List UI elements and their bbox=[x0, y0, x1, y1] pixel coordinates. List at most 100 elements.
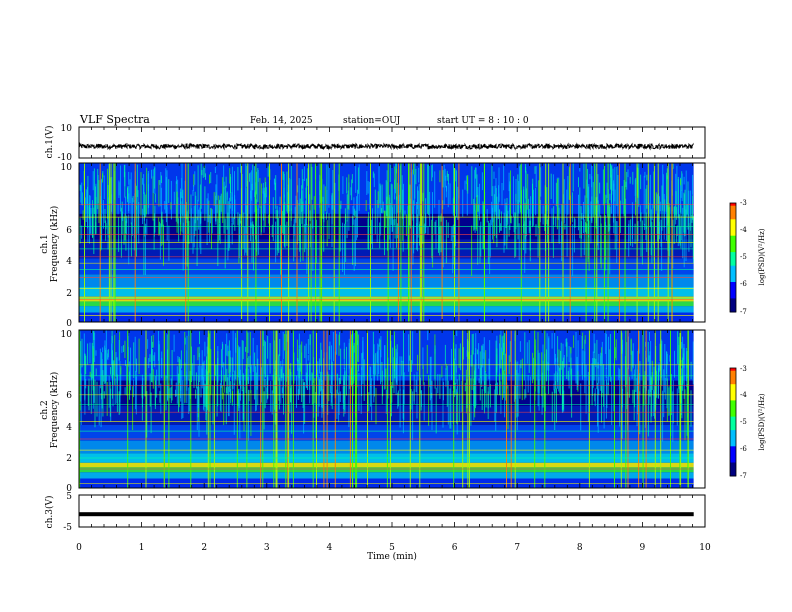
cb1-swatch bbox=[730, 227, 736, 231]
ch2-spectrogram-image bbox=[79, 330, 705, 488]
cb1-swatch bbox=[730, 262, 736, 267]
spec1-band-2 bbox=[79, 301, 694, 307]
ch2-ytick-0: 0 bbox=[66, 484, 72, 494]
xtick-label-8: 8 bbox=[577, 543, 583, 553]
spec1-band-4 bbox=[79, 287, 694, 297]
cb2-swatch bbox=[730, 449, 736, 453]
cb1-swatch bbox=[730, 211, 736, 215]
cb2-swatch bbox=[730, 397, 736, 401]
cb1-swatch bbox=[730, 282, 736, 286]
cb2-swatch bbox=[730, 430, 736, 434]
ch1-waveform-panel: 10 -10 ch.1(V) bbox=[44, 124, 706, 163]
ch2-cbar-tick-m4: -4 bbox=[740, 391, 747, 399]
cb2-swatch bbox=[730, 403, 736, 407]
ch1-spectrogram-image bbox=[78, 163, 705, 322]
ch2-cbar-tick-m5: -5 bbox=[740, 418, 747, 426]
ch1-colorbar-frame bbox=[729, 202, 737, 313]
cb1-swatch bbox=[730, 213, 736, 218]
cb1-swatch bbox=[730, 246, 736, 250]
ch1-ytick-bottom: -10 bbox=[58, 153, 73, 163]
cb2-swatch bbox=[730, 389, 736, 393]
xtick-label-9: 9 bbox=[640, 543, 646, 553]
ch1-spectrogram-ylabel-1: ch.1 bbox=[40, 234, 50, 253]
cb2-swatch bbox=[730, 440, 736, 445]
cb1-swatch bbox=[730, 222, 736, 226]
cb2-swatch bbox=[730, 373, 736, 377]
cb1-swatch bbox=[730, 271, 736, 275]
date-label: Feb. 14, 2025 bbox=[250, 116, 313, 126]
spec2-band-5 bbox=[79, 440, 694, 454]
ch1-waveform-line bbox=[78, 142, 694, 151]
ch2-colorbar bbox=[730, 368, 736, 477]
ch3-waveform-line bbox=[79, 512, 694, 517]
cb2-swatch bbox=[730, 419, 736, 423]
ch1-colorbar bbox=[730, 203, 736, 313]
cb1-swatch bbox=[730, 235, 736, 239]
cb1-swatch bbox=[730, 298, 736, 302]
spec2-band-6 bbox=[79, 424, 694, 441]
ch2-cbar-tick-m6: -6 bbox=[740, 445, 747, 453]
cb2-swatch bbox=[730, 462, 736, 466]
cb2-swatch bbox=[730, 384, 736, 388]
ch1-waveform-frame bbox=[78, 126, 706, 159]
spec1-band-3 bbox=[79, 296, 694, 302]
spec2-band-2 bbox=[79, 467, 694, 473]
ch1-ytick-0: 0 bbox=[66, 319, 72, 329]
spec1-band-1 bbox=[79, 306, 694, 313]
cb1-swatch bbox=[730, 205, 736, 209]
ch1-spectrogram-panel: 10 6 4 2 0 ch.1 Frequency (kHz) -3 -4 -5… bbox=[40, 162, 766, 329]
cb1-swatch bbox=[730, 219, 736, 223]
cb2-swatch bbox=[730, 413, 736, 418]
cb1-swatch bbox=[730, 306, 736, 310]
x-axis-label: Time (min) bbox=[367, 551, 417, 562]
ch1-ytick-2: 2 bbox=[66, 289, 72, 299]
xtick-label-2: 2 bbox=[201, 543, 207, 553]
cb2-swatch bbox=[730, 432, 736, 436]
cb1-swatch bbox=[730, 249, 736, 253]
cb2-swatch bbox=[730, 446, 736, 450]
ch2-cbar-tick-m7: -7 bbox=[740, 472, 747, 480]
cb2-swatch bbox=[730, 408, 736, 412]
cb2-swatch bbox=[730, 451, 736, 455]
cb2-swatch bbox=[730, 443, 736, 447]
ch1-cbar-tick-m7: -7 bbox=[740, 308, 747, 316]
cb2-swatch bbox=[730, 465, 736, 469]
cb2-swatch bbox=[730, 376, 736, 380]
cb1-swatch bbox=[730, 287, 736, 291]
cb2-swatch bbox=[730, 386, 736, 391]
ch1-ytick-6: 6 bbox=[66, 226, 72, 236]
spec1-band-0 bbox=[79, 312, 694, 322]
cb2-swatch bbox=[730, 370, 736, 374]
ch2-spectrogram-panel: 10 6 4 2 0 ch.2 Frequency (kHz) -3 -4 -5… bbox=[40, 329, 766, 494]
cb2-swatch bbox=[730, 470, 736, 474]
cb2-swatch bbox=[730, 378, 736, 382]
x-axis-ticks bbox=[78, 127, 706, 527]
ch2-spectrogram-ylabel-2: Frequency (kHz) bbox=[49, 372, 60, 449]
cb1-swatch bbox=[730, 260, 736, 264]
ch2-colorbar-frame bbox=[729, 367, 737, 477]
xtick-label-1: 1 bbox=[139, 543, 145, 553]
cb2-swatch bbox=[730, 368, 736, 372]
spec2-band-3 bbox=[79, 462, 694, 468]
cb1-swatch bbox=[730, 252, 736, 256]
cb1-swatch bbox=[730, 224, 736, 228]
spec2-band-1 bbox=[79, 472, 694, 479]
cb1-swatch bbox=[730, 276, 736, 280]
ch1-ytick-10: 10 bbox=[61, 163, 73, 173]
cb2-swatch bbox=[730, 438, 736, 442]
ch1-ytick-top: 10 bbox=[61, 124, 73, 134]
cb1-swatch bbox=[730, 295, 736, 299]
cb1-swatch bbox=[730, 284, 736, 288]
cb1-swatch bbox=[730, 257, 736, 261]
xtick-label-6: 6 bbox=[452, 543, 458, 553]
cb2-swatch bbox=[730, 473, 736, 477]
cb1-swatch bbox=[730, 292, 736, 297]
spec2-band-7 bbox=[79, 405, 694, 425]
xtick-label-7: 7 bbox=[514, 543, 520, 553]
cb1-swatch bbox=[730, 238, 736, 242]
ch1-ytick-4: 4 bbox=[66, 257, 72, 267]
x-axis-tick-labels: 0 1 2 3 4 5 6 7 8 9 10 bbox=[76, 543, 711, 553]
ch2-spectrogram-ylabel-1: ch.2 bbox=[40, 400, 50, 419]
cb2-swatch bbox=[730, 405, 736, 409]
